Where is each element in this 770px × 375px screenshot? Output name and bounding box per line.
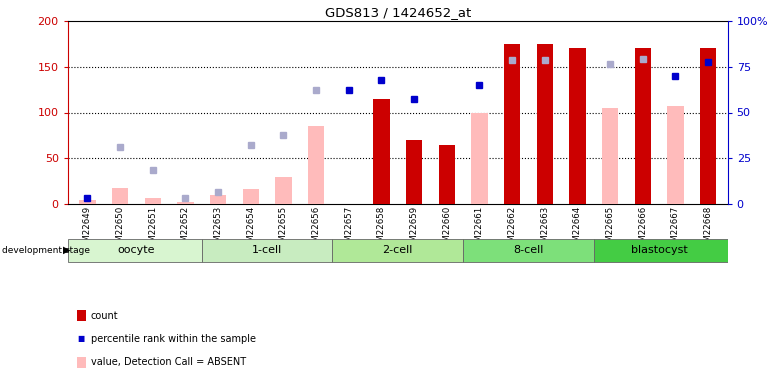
Text: ■: ■	[77, 334, 85, 344]
Bar	[668, 106, 684, 204]
Text: count: count	[91, 311, 119, 321]
Bar	[275, 177, 292, 204]
Bar	[210, 195, 226, 204]
Bar	[68, 239, 202, 261]
Bar	[308, 126, 324, 204]
Text: oocyte: oocyte	[118, 245, 155, 255]
Bar	[594, 239, 728, 261]
Bar	[373, 99, 390, 204]
Bar	[569, 48, 585, 204]
Bar	[537, 44, 553, 204]
Bar	[439, 145, 455, 204]
Text: 8-cell: 8-cell	[513, 245, 544, 255]
Bar	[112, 188, 128, 204]
Title: GDS813 / 1424652_at: GDS813 / 1424652_at	[325, 6, 470, 20]
Bar	[602, 108, 618, 204]
Bar	[333, 239, 463, 261]
Text: blastocyst: blastocyst	[631, 245, 688, 255]
Bar	[79, 200, 95, 204]
Text: development stage: development stage	[2, 246, 89, 255]
Bar	[634, 48, 651, 204]
Text: 2-cell: 2-cell	[383, 245, 413, 255]
Bar	[471, 112, 487, 204]
Text: percentile rank within the sample: percentile rank within the sample	[91, 334, 256, 344]
Bar	[700, 48, 716, 204]
Bar	[177, 202, 193, 204]
Bar	[504, 44, 521, 204]
Text: value, Detection Call = ABSENT: value, Detection Call = ABSENT	[91, 357, 246, 367]
Bar	[463, 239, 594, 261]
Text: ▶: ▶	[63, 245, 71, 255]
Bar	[406, 140, 422, 204]
Text: 1-cell: 1-cell	[252, 245, 282, 255]
Bar	[202, 239, 333, 261]
Bar	[145, 198, 161, 204]
Bar	[243, 189, 259, 204]
